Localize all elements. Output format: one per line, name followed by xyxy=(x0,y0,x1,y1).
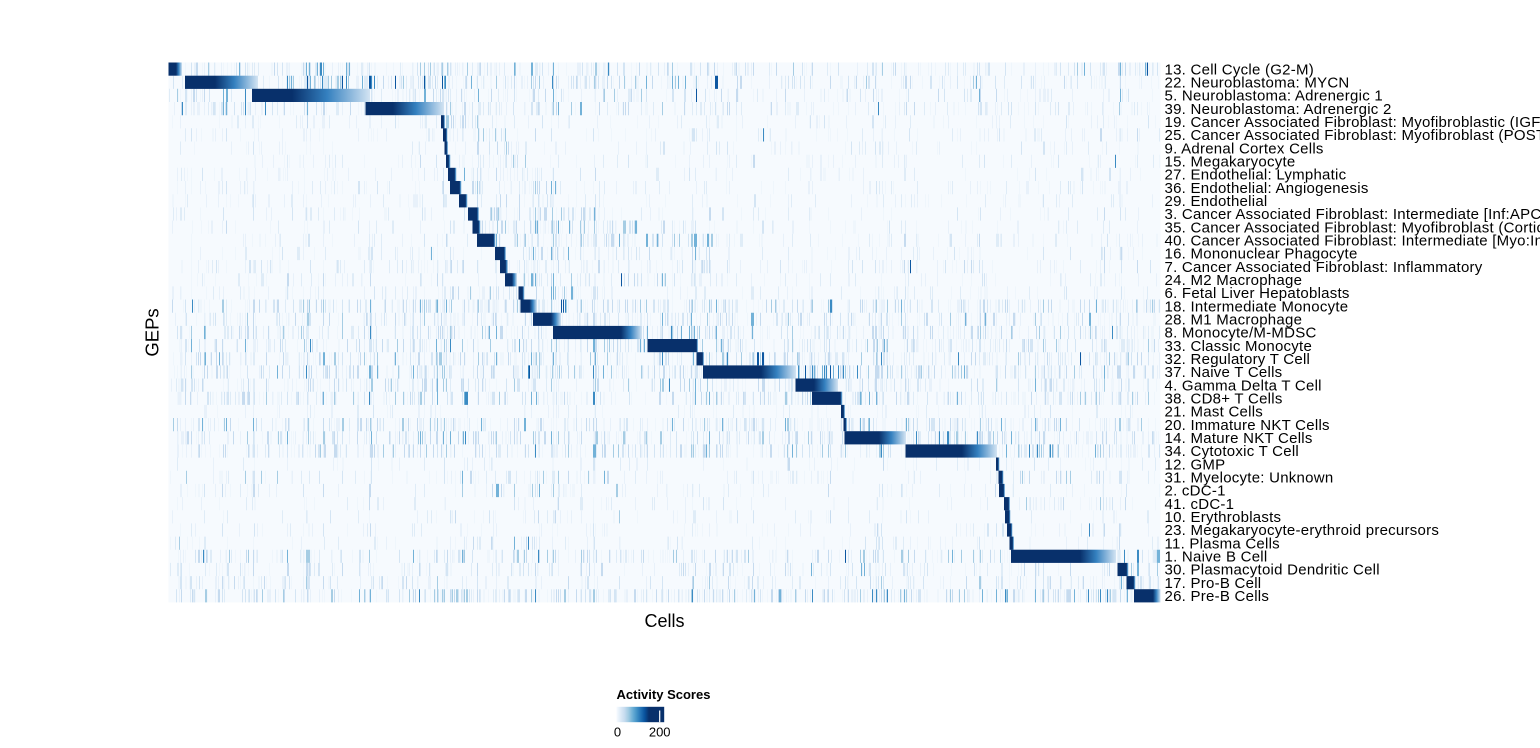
svg-text:0: 0 xyxy=(614,725,621,740)
svg-text:26. Pre-B Cells: 26. Pre-B Cells xyxy=(1165,588,1270,605)
svg-text:GEPs: GEPs xyxy=(142,308,163,356)
svg-text:Activity Scores: Activity Scores xyxy=(617,687,711,702)
svg-text:200: 200 xyxy=(649,725,671,740)
svg-text:Cells: Cells xyxy=(644,611,684,631)
